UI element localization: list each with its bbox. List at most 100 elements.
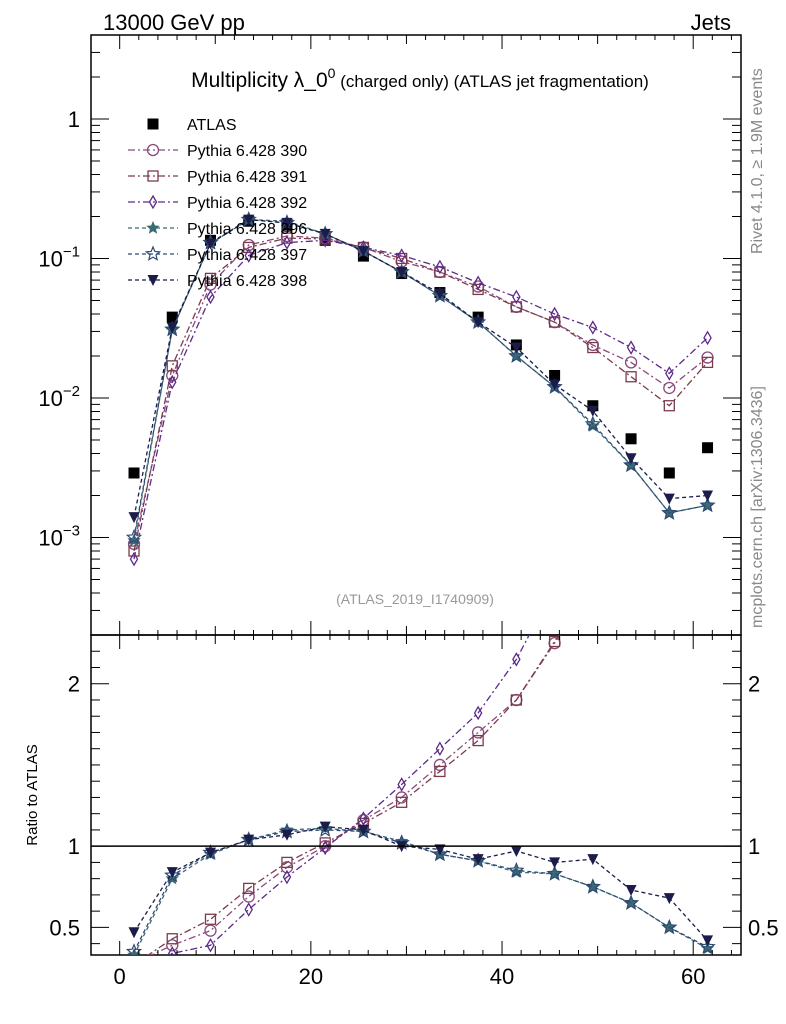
point-pythia-6-428-398 [472,317,484,329]
x-tick-label: 60 [681,964,705,989]
legend-marker [147,170,159,182]
ratio-point-pythia-6-428-391 [166,933,178,945]
legend: ATLAS Pythia 6.428 390 Pythia 6.428 391 Pyt… [128,117,307,290]
point-atlas [663,467,675,479]
y-tick-base: 1 [68,107,80,132]
point-pythia-6-428-392 [588,320,598,335]
point-pythia-6-428-398 [357,246,369,258]
x-tick-label: 40 [490,964,514,989]
legend-label: Pythia 6.428 396 [187,221,307,238]
analysis-label: (ATLAS_2019_I1740909) [336,591,494,607]
ratio-point-pythia-6-428-392 [551,580,558,592]
point-pythia-6-428-392 [167,374,177,390]
main-plot-area [125,211,716,567]
plot-title-sub: (charged only) (ATLAS jet fragmentation) [335,72,648,91]
point-pythia-6-428-398 [128,512,140,524]
ratio-point-pythia-6-428-397 [508,861,525,878]
x-tick-label: 0 [114,964,126,989]
y-tick-label: 10−1 [38,243,80,271]
point-pythia-6-428-398 [396,267,408,279]
x-tick-label: 20 [299,964,323,989]
legend-marker [147,275,159,286]
legend-marker [146,143,160,157]
point-pythia-6-428-392 [703,330,712,346]
ratio-frame [90,634,742,956]
point-pythia-6-428-397 [699,496,716,513]
point-pythia-6-428-397 [584,415,601,432]
series-line-pythia-6-428-391 [133,237,708,552]
ratio-point-pythia-6-428-398 [472,854,484,866]
point-pythia-6-428-398 [319,228,331,240]
point-atlas [166,311,178,323]
ratio-tick-label: 0.5 [49,915,80,940]
legend-entry-pythia-6-428-397: Pythia 6.428 397 [128,245,307,264]
ratio-point-pythia-6-428-397 [431,845,449,862]
point-pythia-6-428-398 [702,490,714,502]
plot-title: Multiplicity λ_00 (charged only) (ATLAS … [191,65,649,92]
point-pythia-6-428-392 [397,248,406,263]
ratio-point-pythia-6-428-391 [281,856,293,869]
series-line-pythia-6-428-397 [133,218,708,538]
y-tick-exp: −1 [63,243,80,260]
point-pythia-6-428-398 [281,217,293,229]
ratio-point-pythia-6-428-398 [702,935,714,947]
ratio-point-pythia-6-428-392 [397,777,406,792]
ratio-tick-label-right: 2 [748,672,760,697]
ratio-point-pythia-6-428-390 [587,581,598,592]
ratio-point-pythia-6-428-392 [666,174,673,186]
ratio-line-pythia-6-428-391 [147,635,560,955]
point-atlas [625,433,637,445]
ratio-point-pythia-6-428-392 [435,741,445,756]
ratio-point-pythia-6-428-390 [129,958,140,969]
ratio-point-pythia-6-428-390 [242,890,255,903]
point-pythia-6-428-398 [204,238,216,250]
header-left: 13000 GeV pp [103,10,245,35]
ratio-point-pythia-6-428-398 [319,821,331,833]
point-pythia-6-428-397 [508,347,525,363]
point-pythia-6-428-392 [244,248,253,263]
point-pythia-6-428-398 [625,453,637,465]
point-pythia-6-428-398 [166,322,178,334]
point-pythia-6-428-398 [510,342,522,354]
legend-marker [148,194,158,210]
legend-label: ATLAS [187,117,237,134]
point-pythia-6-428-397 [661,504,678,520]
ratio-point-pythia-6-428-391 [548,635,561,648]
ratio-tick-label-right: 0.5 [748,915,779,940]
ratio-point-pythia-6-428-398 [357,824,369,836]
y-tick-exp: −2 [63,383,80,400]
ratio-point-pythia-6-428-398 [587,854,599,866]
legend-label: Pythia 6.428 397 [187,247,307,264]
ratio-point-pythia-6-428-392 [167,946,177,955]
ratio-point-pythia-6-428-392 [131,964,138,976]
ratio-point-pythia-6-428-397 [164,866,181,883]
legend-entry-pythia-6-428-390: Pythia 6.428 390 [128,143,307,160]
ratio-tick-label-right: 1 [748,834,760,859]
rivet-label: Rivet 4.1.0, ≥ 1.9M events [749,68,766,254]
legend-label: Pythia 6.428 398 [187,273,307,290]
legend-entry-pythia-6-428-396: Pythia 6.428 396 [128,220,307,238]
ratio-point-pythia-6-428-392 [206,937,215,953]
point-pythia-6-428-398 [434,288,446,300]
point-pythia-6-428-392 [550,306,559,322]
point-pythia-6-428-392 [626,340,636,355]
point-pythia-6-428-391 [204,272,217,285]
point-pythia-6-428-391 [587,341,599,354]
point-atlas [702,442,714,454]
point-pythia-6-428-391 [472,283,484,296]
ratio-tick-label: 1 [68,834,80,859]
point-pythia-6-428-391 [663,400,675,412]
ratio-point-pythia-6-428-391 [588,581,598,591]
point-pythia-6-428-398 [549,379,561,391]
point-pythia-6-428-398 [587,405,599,417]
ratio-point-pythia-6-428-397 [699,938,716,954]
ratio-point-pythia-6-428-397 [622,894,640,910]
y-tick-label: 10−3 [38,522,80,550]
ratio-point-pythia-6-428-392 [589,434,596,446]
ratio-point-pythia-6-428-391 [626,549,636,559]
legend-marker [144,245,162,261]
ratio-point-pythia-6-428-392 [282,869,292,885]
point-pythia-6-428-391 [701,356,714,369]
point-pythia-6-428-392 [665,366,674,381]
